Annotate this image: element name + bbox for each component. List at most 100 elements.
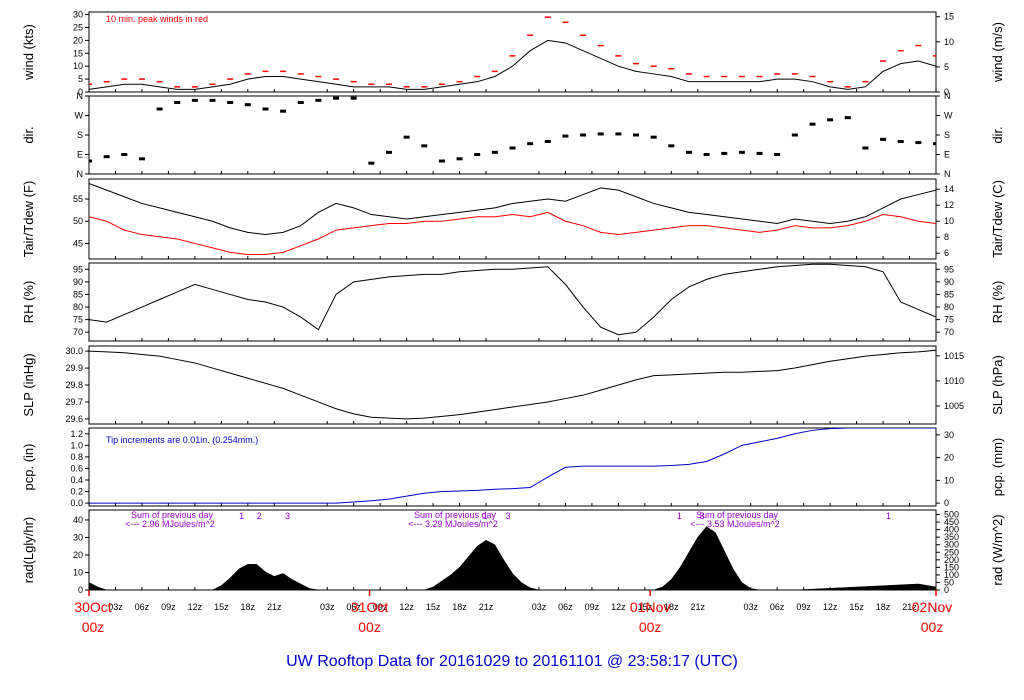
x-tick-label: 18z [452, 602, 467, 612]
y-axis-label-left: RH (%) [21, 281, 36, 324]
direction-point [315, 98, 322, 102]
direction-point [89, 159, 92, 163]
series-line-pcp-0 [89, 428, 936, 504]
x-day-label: 01Nov [630, 599, 670, 615]
y-tick-label-right: 85 [944, 289, 954, 299]
direction-point [862, 146, 869, 150]
y-tick-label-left: 0 [78, 585, 83, 595]
direction-point [174, 101, 181, 104]
y-tick-label-left: 85 [73, 289, 83, 299]
y-axis-label-left: pcp. (in) [21, 444, 36, 491]
panel-slp: 29.6 29.7 29.8 29.9 30.0 1005 1010 1015 SLP (inH… [21, 345, 1005, 425]
y-axis-label-right: RH (%) [990, 281, 1005, 324]
y-tick-label-left: 29.9 [65, 363, 83, 373]
x-tick-label: 21z [267, 602, 282, 612]
y-axis-label-right: rad (W/m^2) [990, 514, 1005, 585]
y-tick-label-left: 30 [73, 532, 83, 542]
y-tick-label-left: 0.6 [70, 463, 83, 473]
y-tick-label-right: 14 [944, 184, 954, 194]
direction-point [597, 132, 604, 136]
x-tick-label: 18z [241, 602, 256, 612]
rad-annotation: Sum of previous day [414, 510, 497, 520]
direction-point [209, 98, 216, 102]
series-line-temp-1 [89, 211, 936, 256]
y-tick-label-right: 350 [944, 532, 959, 542]
y-tick-label-left: 55 [73, 194, 83, 204]
radiation-area [89, 526, 936, 590]
y-tick-label-left: 29.7 [65, 397, 83, 407]
x-day-sub-label: 00z [921, 619, 944, 635]
y-tick-label-right: 20 [944, 453, 954, 463]
direction-point [456, 157, 463, 161]
x-tick-label: 21z [691, 602, 706, 612]
y-tick-label-left: 1.0 [70, 440, 83, 450]
direction-point [368, 161, 375, 165]
direction-point [933, 142, 936, 146]
rad-marker: 3 [506, 511, 511, 521]
x-day-label: 31Oct [351, 599, 388, 615]
y-tick-label-right: 400 [944, 525, 959, 535]
rad-annotation: Sum of previous day [131, 510, 214, 520]
pcp-annotation: Tip increments are 0.01in. (0.254mm.) [106, 435, 258, 445]
y-tick-label-right: 5 [944, 62, 949, 72]
y-tick-label-right: N [944, 169, 951, 179]
rad-annotation: Sum of previous day [696, 510, 779, 520]
y-tick-label-left: E [77, 150, 83, 160]
y-tick-label-right: 10 [944, 475, 954, 485]
direction-point [791, 133, 798, 137]
y-tick-label-right: 12 [944, 200, 954, 210]
y-tick-label-right: 1005 [944, 401, 964, 411]
direction-point [668, 144, 675, 148]
direction-point [103, 155, 110, 159]
x-tick-label: 18z [664, 602, 679, 612]
direction-point [191, 98, 198, 102]
direction-point [915, 141, 922, 145]
panel-rh: 70 75 80 85 90 95 70 75 80 85 90 95 RH (%) RH (%) [21, 262, 1005, 342]
direction-point [280, 109, 287, 113]
direction-point [544, 140, 551, 143]
x-tick-label: 06z [558, 602, 573, 612]
x-tick-label: 21z [479, 602, 494, 612]
direction-point [721, 151, 728, 155]
y-tick-label-right: E [944, 150, 950, 160]
direction-point [774, 153, 781, 156]
x-tick-label: 15z [214, 602, 229, 612]
chart-title: UW Rooftop Data for 20161029 to 20161101… [286, 653, 738, 670]
y-tick-label-right: 200 [944, 555, 959, 565]
direction-point [527, 142, 534, 146]
y-tick-label-right: 8 [944, 232, 949, 242]
y-tick-label-left: 80 [73, 302, 83, 312]
direction-point [403, 135, 410, 139]
panel-data [89, 428, 936, 504]
panel-temp: 45 50 55 6 8 10 12 14 Tair/Tdew (F) Tair/Tdew (C) [21, 178, 1005, 260]
rad-marker: 1 [677, 511, 682, 521]
direction-point [562, 134, 569, 138]
y-tick-label-right: 500 [944, 510, 959, 520]
y-tick-label-left: 95 [73, 264, 83, 274]
wind-annotation: 10 min. peak winds in red [106, 14, 208, 24]
direction-point [633, 133, 640, 137]
y-tick-label-right: 300 [944, 540, 959, 550]
y-tick-label-left: 25 [73, 22, 83, 32]
series-line-slp-0 [89, 349, 936, 420]
y-tick-label-right: 0 [944, 498, 949, 508]
x-day-label: 02Nov [912, 599, 952, 615]
series-line-temp-0 [89, 182, 936, 236]
x-tick-label: 03z [532, 602, 547, 612]
panel-wind: 0 5 10 15 20 25 30 0 5 10 15 wind (kts) wind (m/s) 10… [21, 10, 1005, 97]
y-axis-label-right: SLP (hPa) [990, 355, 1005, 415]
direction-point [491, 150, 498, 154]
y-tick-label-left: W [75, 111, 84, 121]
panel-data [89, 263, 936, 336]
y-tick-label-right: 0 [944, 87, 949, 97]
y-tick-label-right: 30 [944, 430, 954, 440]
panel-data [89, 96, 936, 165]
y-tick-label-left: 0.4 [70, 475, 83, 485]
direction-point [138, 157, 145, 161]
y-axis-label-left: wind (kts) [21, 24, 36, 81]
y-tick-label-left: 5 [78, 74, 83, 84]
x-tick-label: 12z [611, 602, 626, 612]
x-day-sub-label: 00z [82, 619, 105, 635]
y-tick-label-left: 45 [73, 238, 83, 248]
